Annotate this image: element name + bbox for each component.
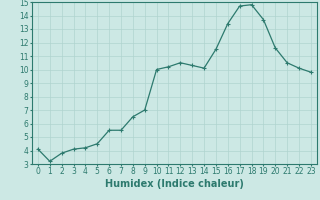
X-axis label: Humidex (Indice chaleur): Humidex (Indice chaleur) <box>105 179 244 189</box>
